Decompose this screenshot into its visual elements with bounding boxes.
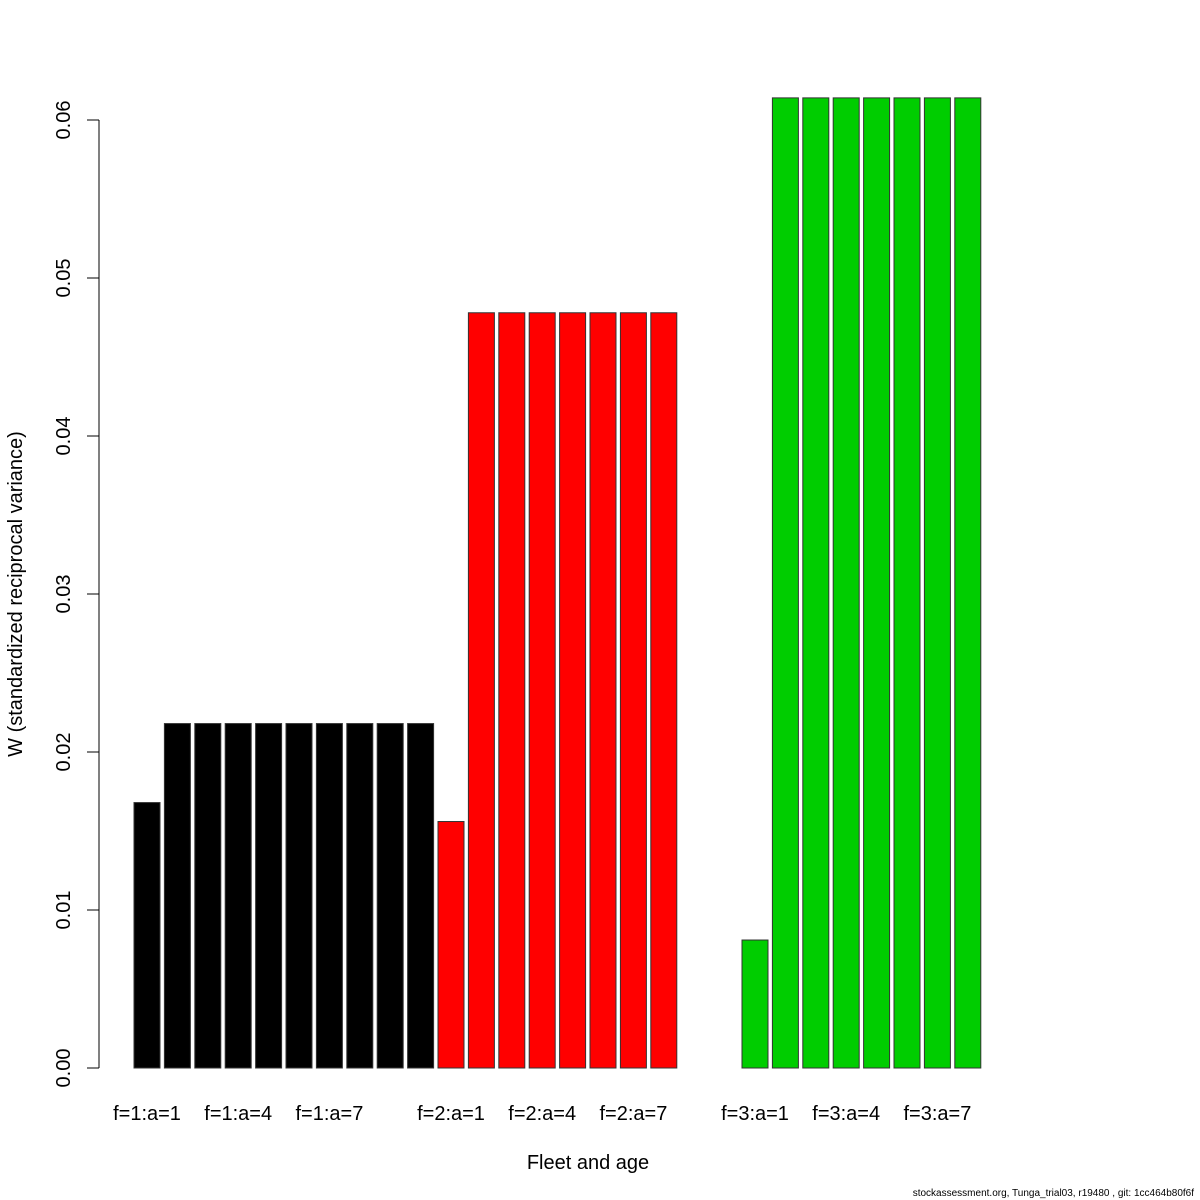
y-tick-label: 0.01	[53, 891, 75, 930]
bars	[133, 97, 982, 1069]
y-tick-label: 0.04	[53, 417, 75, 456]
bar-f1-a10	[407, 723, 435, 1069]
bar-f3-a8	[954, 97, 982, 1069]
bar-f2-a1	[437, 821, 465, 1069]
bar-f2-a5	[559, 312, 587, 1069]
bar-f1-a3	[194, 723, 222, 1069]
bar-f3-a1	[741, 939, 769, 1069]
bar-f3-a5	[863, 97, 891, 1069]
bar-f1-a2	[163, 723, 191, 1069]
x-tick-label: f=1:a=4	[204, 1103, 272, 1125]
bar-f3-a6	[893, 97, 921, 1069]
bar-f2-a2	[467, 312, 495, 1069]
x-tick-label: f=1:a=7	[295, 1103, 363, 1125]
bar-f2-a4	[528, 312, 556, 1069]
x-tick-label: f=2:a=7	[599, 1103, 667, 1125]
bar-f3-a2	[771, 97, 799, 1069]
x-tick-label: f=3:a=1	[721, 1103, 789, 1125]
bar-f1-a8	[346, 723, 374, 1069]
y-tick-label: 0.00	[53, 1049, 75, 1088]
bar-f1-a5	[255, 723, 283, 1069]
y-tick-label: 0.03	[53, 575, 75, 614]
bar-f1-a9	[376, 723, 404, 1069]
x-tick-label: f=2:a=4	[508, 1103, 576, 1125]
x-tick-label: f=1:a=1	[113, 1103, 181, 1125]
bar-f3-a3	[802, 97, 830, 1069]
bar-f3-a7	[923, 97, 951, 1069]
bar-f3-a4	[832, 97, 860, 1069]
y-tick-label: 0.02	[53, 733, 75, 772]
y-tick-label: 0.05	[53, 259, 75, 298]
bar-f2-a8	[650, 312, 678, 1069]
y-axis-label: W (standardized reciprocal variance)	[5, 431, 27, 757]
bar-f2-a3	[498, 312, 526, 1069]
x-tick-label: f=3:a=4	[812, 1103, 880, 1125]
bar-f2-a6	[589, 312, 617, 1069]
y-axis: 0.00 0.01 0.02 0.03 0.04 0.05 0.06	[53, 101, 100, 1088]
bar-f1-a7	[315, 723, 343, 1069]
x-tick-label: f=2:a=1	[417, 1103, 485, 1125]
y-tick-label: 0.06	[53, 101, 75, 140]
x-axis-label: Fleet and age	[527, 1152, 649, 1174]
bar-f1-a6	[285, 723, 313, 1069]
bar-f2-a7	[619, 312, 647, 1069]
x-tick-labels: f=1:a=1 f=1:a=4 f=1:a=7 f=2:a=1 f=2:a=4 f=2:a…	[113, 1103, 971, 1125]
bar-f1-a4	[224, 723, 252, 1069]
x-tick-label: f=3:a=7	[903, 1103, 971, 1125]
bar-f1-a1	[133, 802, 161, 1069]
footer-credit: stockassessment.org, Tunga_trial03, r194…	[913, 1188, 1195, 1199]
